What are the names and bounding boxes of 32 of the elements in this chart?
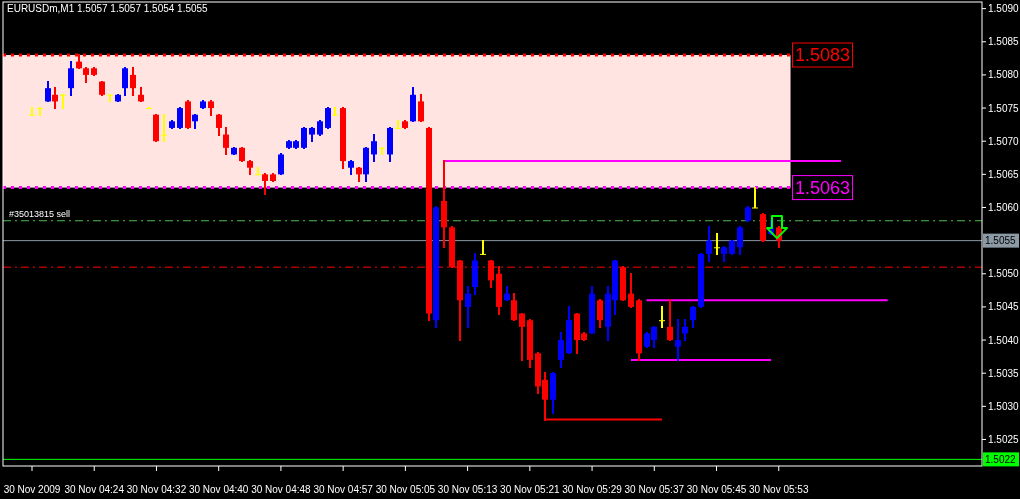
x-tick-label: 30 Nov 05:37 (624, 484, 685, 495)
x-tick-label: 30 Nov 05:21 (500, 484, 561, 495)
y-tick-label: 1.5085 (988, 36, 1020, 48)
y-tick-label: 1.5030 (988, 400, 1020, 412)
x-tick-label: 30 Nov 04:57 (313, 484, 374, 495)
ref-line-label: 1.5022 (985, 453, 1017, 465)
y-tick-label: 1.5075 (988, 102, 1020, 114)
y-tick-label: 1.5060 (988, 201, 1020, 213)
x-tick-label: 30 Nov 04:40 (188, 484, 249, 495)
x-tick-label: 30 Nov 2009 (3, 484, 61, 495)
x-tick-label: 30 Nov 04:48 (251, 484, 312, 495)
y-tick-label: 1.5045 (988, 301, 1020, 313)
y-tick-label: 1.5050 (988, 268, 1020, 280)
chart-title: EURUSDm,M1 1.5057 1.5057 1.5054 1.5055 (7, 3, 209, 14)
y-tick-label: 1.5065 (988, 168, 1020, 180)
ref-line-label: 1.5055 (985, 235, 1017, 247)
y-tick-label: 1.5025 (988, 433, 1020, 445)
y-tick-label: 1.5040 (988, 334, 1020, 346)
y-tick-label: 1.5090 (988, 3, 1020, 15)
x-tick-label: 30 Nov 04:24 (64, 484, 125, 495)
x-tick-label: 30 Nov 05:05 (375, 484, 436, 495)
x-tick-label: 30 Nov 05:45 (686, 484, 747, 495)
y-tick-label: 1.5035 (988, 367, 1020, 379)
x-tick-label: 30 Nov 04:32 (126, 484, 187, 495)
x-tick-label: 30 Nov 05:29 (562, 484, 623, 495)
ref-line-label: #35013815 sell (9, 208, 71, 219)
y-tick-label: 1.5080 (988, 69, 1020, 81)
y-tick-label: 1.5070 (988, 135, 1020, 147)
x-tick-label: 30 Nov 05:13 (437, 484, 498, 495)
ref-line-label: 1.5063 (795, 177, 851, 198)
ref-line-label: 1.5083 (795, 45, 851, 66)
x-tick-label: 30 Nov 05:53 (749, 484, 809, 495)
